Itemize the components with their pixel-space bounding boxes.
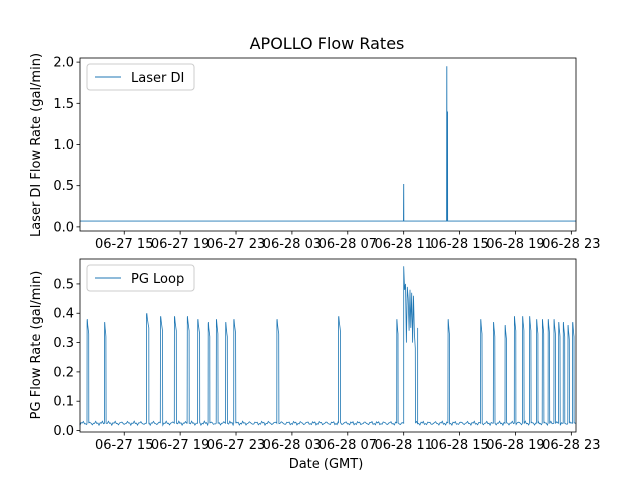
top-y-axis-label: Laser DI Flow Rate (gal/min) bbox=[29, 53, 44, 237]
chart-title: APOLLO Flow Rates bbox=[250, 34, 405, 53]
top-legend-box bbox=[86, 63, 195, 91]
x-tick-label: 06-27 19 bbox=[151, 438, 209, 453]
y-tick-label: 1.5 bbox=[53, 97, 74, 112]
x-tick-label: 06-28 19 bbox=[486, 237, 544, 252]
x-tick-label: 06-27 23 bbox=[207, 237, 265, 252]
y-tick-label: 0.0 bbox=[53, 220, 74, 235]
bottom-y-ticks: 0.0 0.1 0.2 0.3 0.4 0.5 bbox=[53, 277, 80, 439]
x-tick-label: 06-28 07 bbox=[319, 438, 377, 453]
x-tick-label: 06-27 15 bbox=[95, 237, 153, 252]
x-tick-label: 06-28 11 bbox=[374, 237, 432, 252]
x-tick-label: 06-27 23 bbox=[207, 438, 265, 453]
y-tick-label: 0.5 bbox=[53, 277, 74, 292]
y-tick-label: 0.3 bbox=[53, 336, 74, 351]
x-tick-label: 06-27 15 bbox=[95, 438, 153, 453]
x-tick-label: 06-28 23 bbox=[542, 438, 600, 453]
laser-di-panel: APOLLO Flow Rates 0.0 0.5 1.0 1.5 2.0 06-27 … bbox=[29, 34, 601, 252]
x-tick-label: 06-27 19 bbox=[151, 237, 209, 252]
y-tick-label: 0.0 bbox=[53, 424, 74, 439]
y-tick-label: 0.4 bbox=[53, 307, 74, 322]
x-tick-label: 06-28 03 bbox=[263, 438, 321, 453]
x-tick-label: 06-28 19 bbox=[486, 438, 544, 453]
top-legend-label: Laser DI bbox=[131, 71, 184, 86]
y-tick-label: 0.2 bbox=[53, 365, 74, 380]
x-tick-label: 06-28 15 bbox=[430, 237, 488, 252]
x-tick-label: 06-28 23 bbox=[542, 237, 600, 252]
x-tick-label: 06-28 15 bbox=[430, 438, 488, 453]
top-y-ticks: 0.0 0.5 1.0 1.5 2.0 bbox=[53, 56, 80, 235]
y-tick-label: 1.0 bbox=[53, 138, 74, 153]
y-tick-label: 0.5 bbox=[53, 179, 74, 194]
bottom-axes-frame bbox=[79, 258, 577, 433]
y-tick-label: 2.0 bbox=[53, 56, 74, 71]
x-tick-label: 06-28 03 bbox=[263, 237, 321, 252]
x-axis-label: Date (GMT) bbox=[289, 457, 364, 472]
x-tick-label: 06-28 07 bbox=[319, 237, 377, 252]
y-tick-label: 0.1 bbox=[53, 395, 74, 410]
bottom-y-axis-label: PG Flow Rate (gal/min) bbox=[29, 271, 44, 420]
laser-di-series bbox=[80, 66, 576, 222]
top-legend: Laser DI bbox=[86, 63, 195, 91]
bottom-legend: PG Loop bbox=[86, 264, 195, 292]
bottom-legend-box bbox=[86, 264, 195, 292]
laser-di-line bbox=[80, 66, 576, 222]
bottom-legend-label: PG Loop bbox=[131, 272, 184, 287]
x-tick-label: 06-28 11 bbox=[374, 438, 432, 453]
pg-loop-series bbox=[79, 266, 576, 427]
pg-loop-line bbox=[79, 266, 576, 427]
